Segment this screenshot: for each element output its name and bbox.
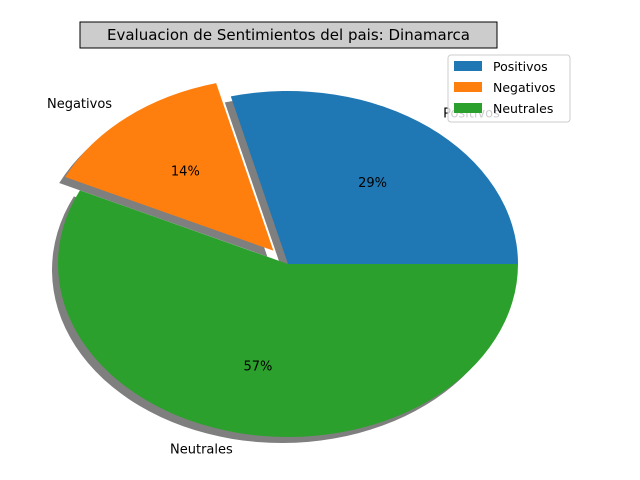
percent-positivos: 29% [358,176,387,191]
legend-label-negativos: Negativos [493,80,556,95]
legend-label-positivos: Positivos [493,59,548,74]
slice-positivos [230,91,518,264]
slice-negativos [65,83,274,251]
legend-label-neutrales: Neutrales [493,101,553,116]
legend-swatch-negativos [454,82,482,92]
percent-neutrales: 57% [243,359,272,374]
slice-neutrales [57,190,518,437]
legend-swatch-neutrales [454,103,482,113]
chart-title-box: Evaluacion de Sentimientos del pais: Din… [79,21,498,49]
label-neutrales: Neutrales [170,443,233,458]
pie-slices [57,83,518,437]
percent-labels: 29% 14% 57% [171,165,387,375]
label-negativos: Negativos [47,97,112,112]
legend-swatch-positivos [454,61,482,71]
percent-negativos: 14% [171,165,200,180]
chart-title: Evaluacion de Sentimientos del pais: Din… [107,26,470,44]
legend: Positivos Negativos Neutrales [447,54,571,123]
